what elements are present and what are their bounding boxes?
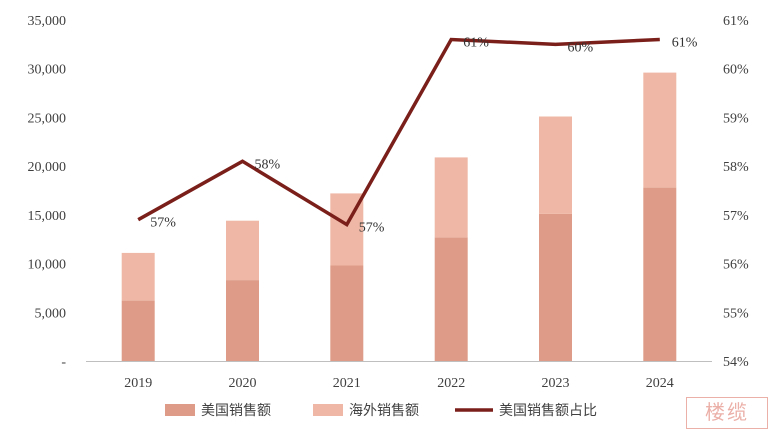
legend-swatch — [165, 404, 195, 416]
y-right-tick-label: 57% — [723, 209, 749, 224]
x-tick-label-2021: 2021 — [333, 376, 361, 391]
line-data-label-2022: 61% — [463, 36, 489, 51]
bar-overseas-2023 — [539, 117, 572, 214]
bars-layer — [122, 73, 677, 361]
line-data-label-2021: 57% — [359, 221, 385, 236]
y-left-tick-label: 5,000 — [35, 306, 67, 321]
bar-overseas-2022 — [435, 157, 468, 237]
legend-item-2: 海外销售额 — [313, 403, 419, 419]
line-data-label-2019: 57% — [150, 216, 176, 231]
bar-us-2023 — [539, 214, 572, 361]
bar-overseas-2020 — [226, 221, 259, 280]
y-left-tick-label: 15,000 — [28, 209, 67, 224]
line-layer — [138, 40, 660, 225]
y-right-tick-label: 60% — [723, 63, 749, 78]
y-left-tick-label: 20,000 — [28, 160, 67, 175]
line-data-label-2024: 61% — [672, 36, 698, 51]
y-left-tick-label: 35,000 — [28, 14, 67, 29]
line-data-label-2023: 60% — [568, 40, 594, 55]
legend-swatch — [313, 404, 343, 416]
y-left-tick-label: 10,000 — [28, 258, 67, 273]
line-data-label-2020: 58% — [255, 157, 281, 172]
bar-us-2020 — [226, 280, 259, 361]
x-tick-label-2024: 2024 — [646, 376, 674, 391]
bar-us-2022 — [435, 237, 468, 361]
legend-item-3: 美国销售额占比 — [455, 403, 597, 419]
legend: 美国销售额 海外销售额 美国销售额占比 — [165, 403, 597, 419]
legend-label: 海外销售额 — [349, 403, 419, 419]
bar-us-2019 — [122, 301, 155, 361]
y-right-tick-label: 54% — [723, 355, 749, 370]
x-tick-label-2023: 2023 — [542, 376, 570, 391]
y-right-tick-label: 61% — [723, 14, 749, 29]
x-tick-label-2022: 2022 — [437, 376, 465, 391]
data-labels-layer: 57% 58% 57% 61% 60% 61% — [150, 36, 698, 236]
y-right-tick-label: 59% — [723, 111, 749, 126]
watermark-logo: 楼缆 — [686, 397, 768, 429]
y-left-tick-label: - — [61, 355, 66, 370]
bar-overseas-2024 — [643, 73, 676, 188]
bar-us-2024 — [643, 188, 676, 361]
legend-item-1: 美国销售额 — [165, 403, 271, 419]
y-left-tick-label: 25,000 — [28, 111, 67, 126]
y-left-tick-label: 30,000 — [28, 63, 67, 78]
legend-label: 美国销售额占比 — [499, 403, 597, 419]
legend-label: 美国销售额 — [201, 403, 271, 419]
x-tick-label-2019: 2019 — [124, 376, 152, 391]
x-tick-label-2020: 2020 — [229, 376, 257, 391]
bar-overseas-2019 — [122, 253, 155, 301]
bar-us-2021 — [330, 266, 363, 362]
y-right-tick-label: 56% — [723, 258, 749, 273]
y-right-tick-label: 58% — [723, 160, 749, 175]
line-us-share — [138, 40, 660, 225]
y-right-tick-label: 55% — [723, 306, 749, 321]
